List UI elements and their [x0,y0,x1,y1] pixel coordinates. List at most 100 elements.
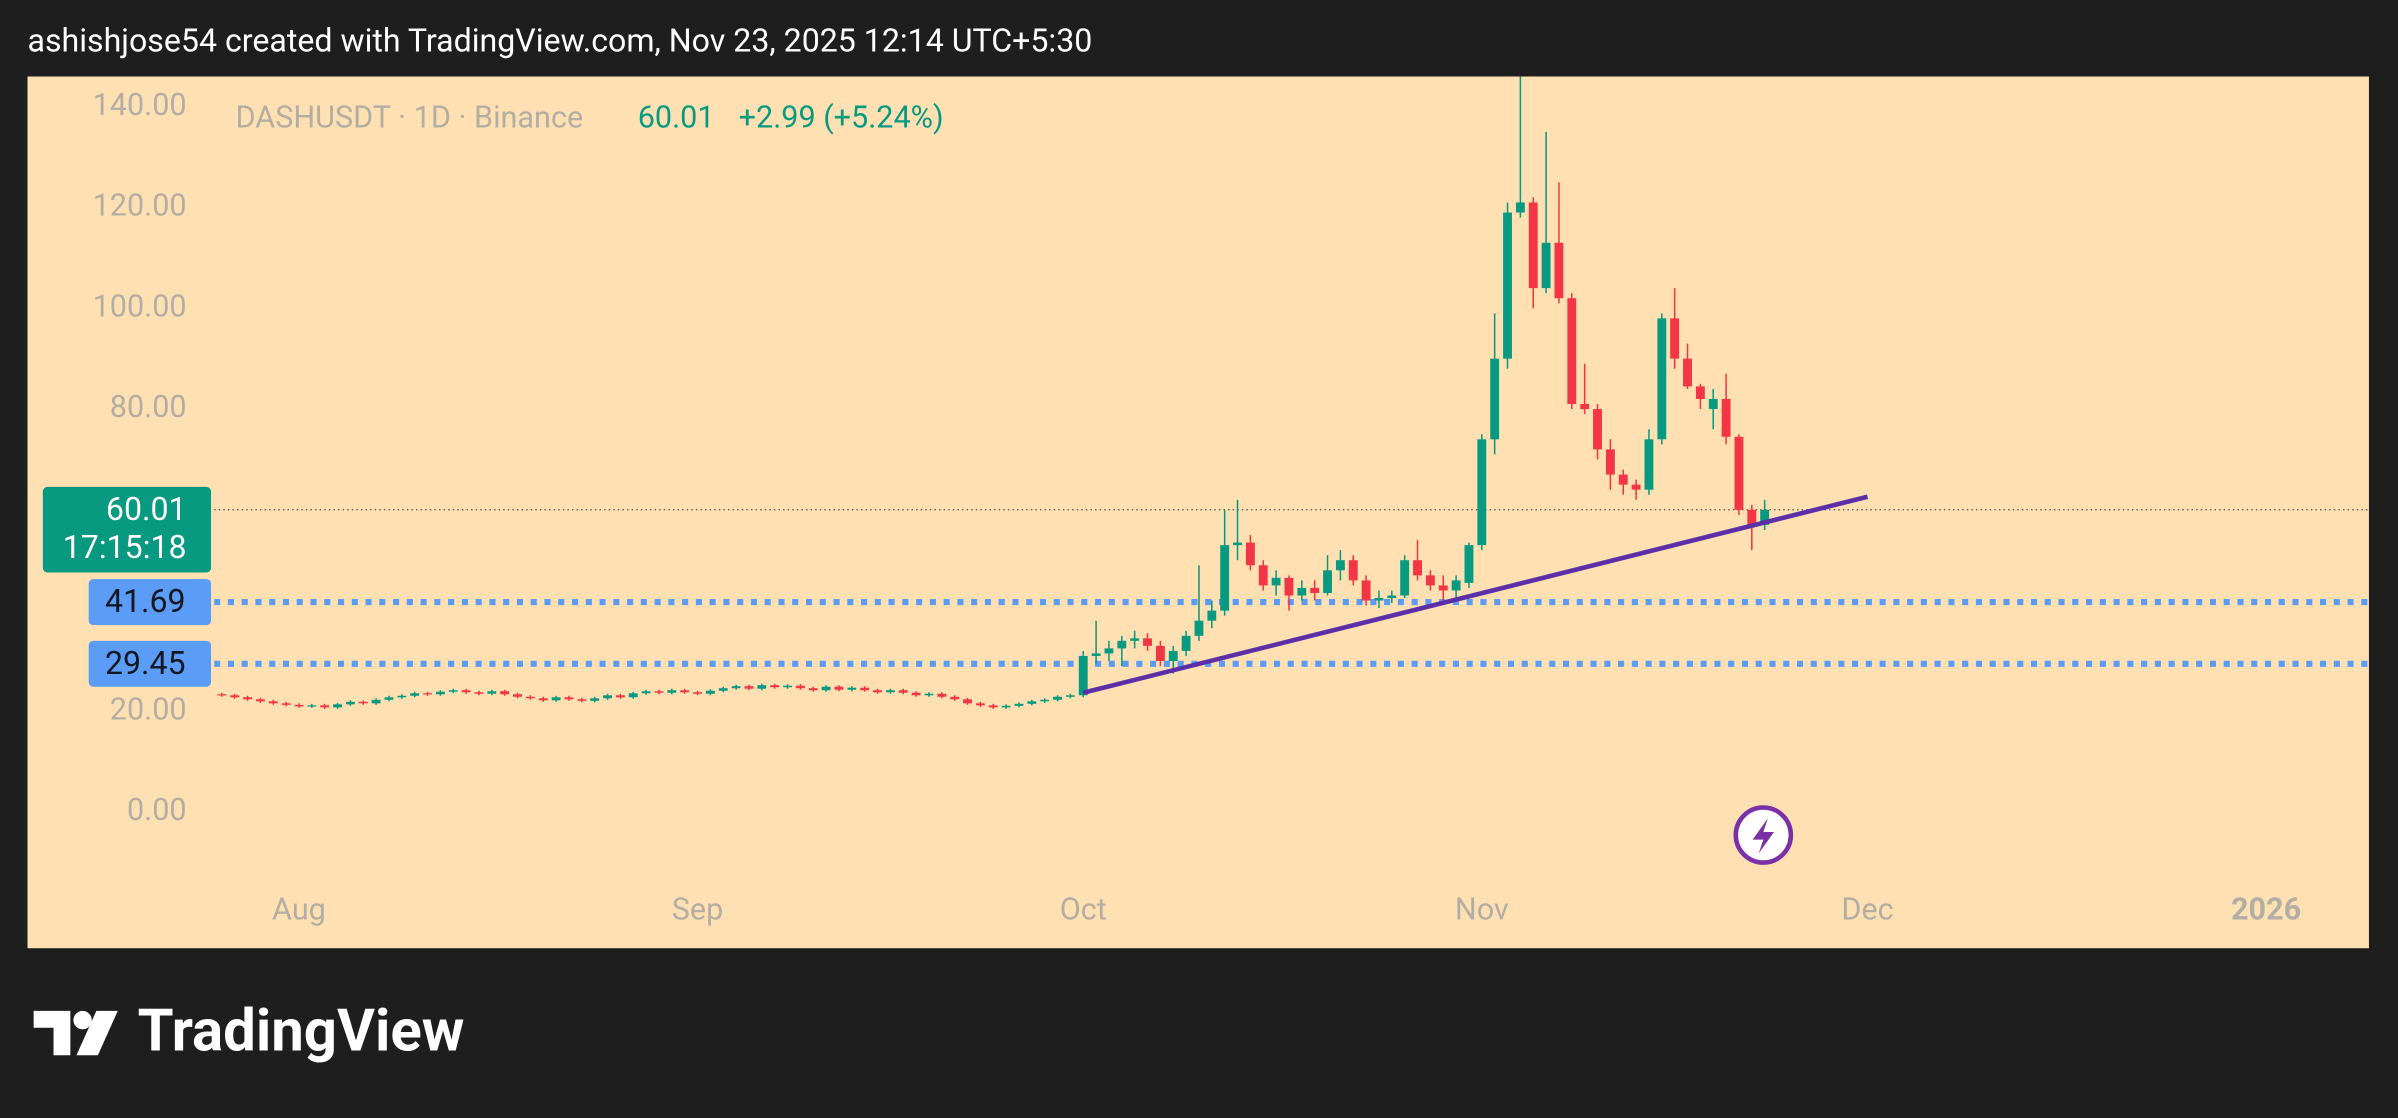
candle-body [500,691,510,695]
candle-body [860,687,870,691]
candle-body [1348,560,1358,581]
candle-body [268,701,278,704]
candle-body [333,704,342,708]
candle-body [1451,580,1461,591]
y-tick-label: 0.00 [127,793,187,828]
chart-background [27,76,2369,949]
candle-body [320,705,330,708]
candle-body [667,690,677,693]
candle-body [1284,577,1294,596]
candle-body [564,697,574,700]
alert-icon[interactable] [1733,805,1794,865]
candle-body [461,690,471,693]
y-tick-label: 140.00 [93,88,187,123]
y-tick-label: 100.00 [93,289,187,324]
candle-body [577,699,587,701]
candle-body [1734,436,1744,510]
brand-logo: TradingView [33,998,465,1066]
candle-body [1464,545,1474,583]
candle-body [345,701,355,705]
candle-body [243,697,252,700]
candle-body [1374,598,1384,601]
candle-body [898,690,908,693]
candle-body [885,690,895,693]
candle-body [1310,587,1320,593]
candle-body [937,693,947,697]
candle-body [1644,439,1654,490]
candle-body [1670,318,1680,359]
level-tag [88,579,212,626]
candle-body [423,693,432,695]
candle-body [1001,705,1011,708]
candle-body [847,687,857,690]
y-tick-label: 80.00 [110,390,187,425]
candle-body [255,699,265,702]
logo-slash [76,1010,118,1056]
candle-body [1438,585,1448,591]
candle-body [1233,542,1242,546]
candle-body [1605,449,1615,475]
candle-body [525,696,535,699]
candle-body [988,705,998,708]
candle-body [435,691,445,695]
candle-body [950,696,960,700]
candle-body [1168,650,1178,662]
candle-body [1117,640,1127,649]
candle-body [1323,570,1332,593]
candle-body [783,685,792,688]
candle-body [757,685,767,689]
candle-body [1130,638,1140,641]
header: ashishjose54 created with TradingView.co… [28,21,1093,59]
candle-body [705,690,715,694]
candle-body [1181,635,1191,651]
candle-body [770,685,780,688]
candle-body [1078,655,1088,696]
candle-body [1760,509,1770,525]
x-tick-label: 2026 [2231,893,2301,928]
candle-body [294,704,304,707]
candle-body [538,698,548,701]
overlay: DASHUSDT · 1D · Binance 60.01 +2.99 (+5.… [42,88,2301,928]
y-tick-label: 120.00 [93,189,187,224]
x-tick-label: Nov [1455,893,1509,928]
candle-body [1220,545,1230,611]
candle-body [1245,542,1255,566]
candle-body [230,695,240,698]
candle-body [911,692,921,696]
candle-body [1554,242,1564,299]
candle-body [924,693,934,696]
candle-body [1593,409,1602,450]
level-tag-label: 29.45 [105,644,186,682]
candle-body [628,693,638,698]
plot-area [214,76,2369,709]
candle-body [1618,474,1628,485]
candle-body [1014,703,1024,706]
candle-body [1155,645,1165,662]
candle-body [590,698,600,701]
candle-body [1258,565,1268,586]
candle-body [410,693,420,696]
candle-body [1503,212,1512,359]
alert-bolt[interactable] [1752,818,1775,854]
trendline [1082,494,1869,695]
legend-price: 60.01 [638,100,715,135]
candle-body [834,686,844,690]
candle-body [1708,398,1718,410]
candle-body [1657,318,1667,440]
candle-body [718,688,728,691]
candle-body [1091,653,1101,656]
candle-body [1053,696,1062,700]
candle-body [654,691,664,693]
candle-body [1683,358,1692,387]
candle-body [474,692,484,694]
candle-body [1207,610,1217,621]
candle-body [1400,560,1410,596]
candle-body [963,699,972,704]
candle-body [693,692,702,694]
candle-body [217,694,227,696]
countdown-label: 17:15:18 [63,528,187,566]
candle-body [384,697,394,700]
candle-body [1104,648,1114,654]
brand-name: TradingView [138,998,465,1066]
